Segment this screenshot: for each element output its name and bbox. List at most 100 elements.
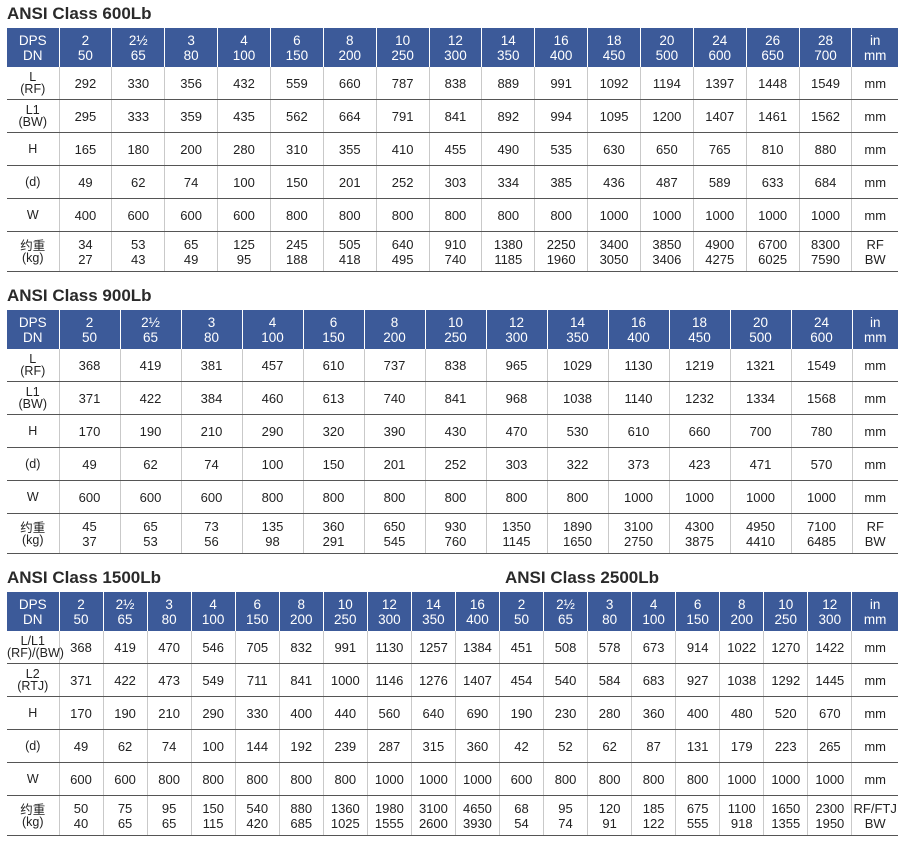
value-cell: 384 [180, 381, 242, 415]
value-cell: 546 [190, 631, 236, 664]
cell-text: 34 [78, 236, 93, 252]
cell-text: 74 [161, 738, 177, 754]
cell-text: 1407 [462, 672, 492, 688]
header-cell: 6 150 [234, 592, 280, 631]
cell-text: 52 [558, 738, 573, 754]
value-cell: 356 [164, 67, 218, 100]
table-section: ANSI Class 600Lb DPS DN 2 50 2½ 65 3 80 4 100 6 150 8… [7, 2, 898, 272]
cell-text: 918 [730, 815, 753, 831]
cell-text: 4275 [705, 251, 735, 267]
cell-text: 800 [322, 489, 345, 505]
header-cell: 6 150 [675, 592, 720, 631]
value-cell: 150 [302, 447, 364, 481]
cell-text: 27 [78, 251, 93, 267]
cell-text: 3100 [418, 800, 448, 816]
header-row: DPS DN 2 50 2½ 65 3 80 4 100 6 150 8 200 10 250 12 300 14 3… [7, 310, 898, 349]
unit-cell: mm [851, 414, 898, 448]
cell-text: 3 [187, 32, 195, 48]
value-cell: 1000 [692, 198, 747, 232]
cell-text: 201 [383, 456, 406, 472]
cell-text: 360 [322, 518, 345, 534]
value-cell: 1407 [692, 99, 747, 133]
cell-text: 1095 [599, 108, 629, 124]
value-cell: 480 [719, 696, 764, 730]
cell-text: 239 [334, 738, 357, 754]
cell-text: W [26, 772, 39, 786]
cell-text: 740 [383, 390, 406, 406]
value-cell: 800 [322, 198, 377, 232]
header-cell: 14 350 [481, 28, 535, 67]
cell-text: 100 [642, 611, 665, 627]
cell-text: 400 [466, 611, 489, 627]
cell-text: 455 [444, 141, 467, 157]
cell-text: 333 [127, 108, 150, 124]
cell-text: 889 [497, 75, 520, 91]
cell-text: (RF) [20, 364, 46, 378]
value-cell: 600 [180, 480, 242, 514]
cell-text: 约重 [20, 802, 46, 817]
data-row: L1 (BW) 371 422 384 460 613 740 841 968 1038 1140 12… [7, 381, 898, 415]
value-cell: 430 [424, 414, 486, 448]
cell-text: 800 [290, 771, 313, 787]
cell-text: 8 [297, 596, 306, 612]
cell-text: 4900 [705, 236, 735, 252]
titles: ANSI Class 1500Lb ANSI Class 2500Lb [7, 566, 898, 592]
cell-text: 440 [334, 705, 357, 721]
cell-text: 2750 [624, 533, 653, 549]
value-cell: 1092 [587, 67, 641, 100]
cell-text: mm [864, 639, 886, 655]
cell-text: DN [23, 611, 43, 627]
header-cell: 4 100 [190, 592, 236, 631]
cell-text: 14 [569, 314, 586, 330]
value-cell: 1038 [719, 663, 764, 697]
header-unit: in mm [851, 592, 898, 631]
value-cell: 560 [366, 696, 412, 730]
cell-text: 800 [505, 489, 528, 505]
value-cell: 1000 [719, 762, 764, 796]
value-cell: 889 [481, 67, 535, 100]
cell-text: 75 [117, 800, 133, 816]
value-cell: 45 37 [58, 513, 120, 554]
cell-text: 800 [686, 771, 709, 787]
cell-text: mm [864, 771, 886, 787]
cell-text: 291 [322, 533, 345, 549]
value-cell: 87 [631, 729, 676, 763]
value-cell: 1422 [807, 631, 852, 664]
cell-text: 2 [81, 32, 90, 48]
cell-text: mm [864, 489, 887, 505]
value-cell: 540 [543, 663, 588, 697]
cell-text: 179 [730, 738, 753, 754]
cell-text: 8 [737, 596, 746, 612]
value-cell: 290 [241, 414, 303, 448]
header-label: DPS DN [7, 592, 59, 631]
cell-text: 451 [510, 639, 533, 655]
value-cell: 1549 [798, 67, 852, 100]
cell-text: 4650 [462, 800, 492, 816]
cell-text: 800 [550, 207, 573, 223]
value-cell: 705 [234, 631, 280, 664]
value-cell: 1334 [729, 381, 791, 415]
value-cell: 800 [481, 198, 535, 232]
cell-text: 230 [554, 705, 577, 721]
cell-text: 100 [233, 174, 255, 190]
value-cell: 73 56 [180, 513, 242, 554]
value-cell: 1232 [668, 381, 730, 415]
value-cell: 419 [119, 349, 181, 382]
value-cell: 800 [241, 480, 303, 514]
value-cell: 1000 [729, 480, 791, 514]
cell-text: 8 [390, 314, 399, 330]
value-cell: 230 [543, 696, 588, 730]
cell-text: BW [864, 251, 886, 267]
cell-text: 100 [232, 47, 256, 63]
value-cell: 1000 [322, 663, 368, 697]
cell-text: 1100 [727, 800, 756, 816]
value-cell: 991 [322, 631, 368, 664]
cell-text: 252 [391, 174, 414, 190]
cell-text: 100 [261, 456, 284, 472]
cell-text: 200 [383, 329, 406, 345]
value-cell: 333 [111, 99, 165, 133]
value-cell: 290 [190, 696, 236, 730]
unit-cell: mm [851, 165, 898, 199]
value-cell: 422 [102, 663, 148, 697]
cell-text: 150 [285, 47, 309, 63]
